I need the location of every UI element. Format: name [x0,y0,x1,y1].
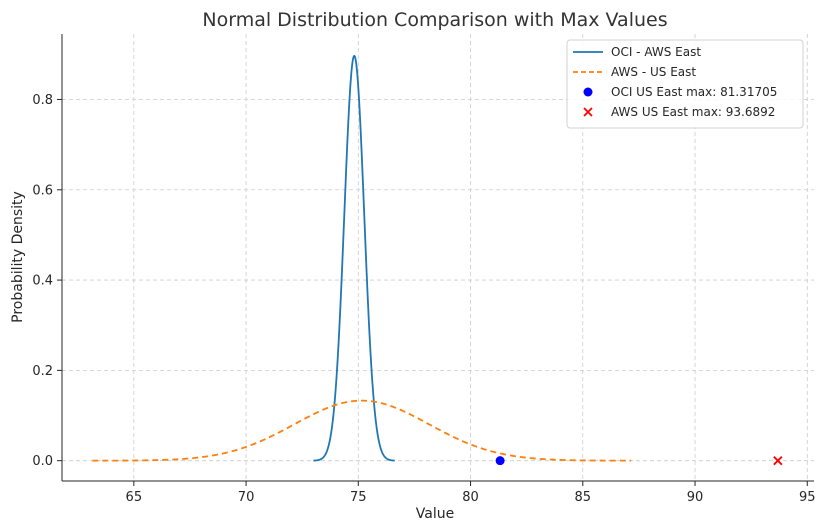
y-ticks: 0.0 0.2 0.4 0.6 0.8 [32,93,62,469]
x-tick-label: 70 [238,490,255,505]
x-tick-label: 95 [799,490,816,505]
series-line-0 [312,55,396,462]
max-marker-0 [495,456,505,466]
x-tick-label: 65 [126,490,143,505]
legend-label-aws-max: AWS US East max: 93.6892 [611,105,775,119]
legend-label-oci: OCI - AWS East [611,45,701,59]
y-tick-label: 0.4 [32,274,53,289]
chart-title: Normal Distribution Comparison with Max … [202,9,667,31]
legend-label-aws: AWS - US East [611,65,696,79]
y-tick-label: 0.0 [32,454,53,469]
series-line-1 [92,399,632,462]
legend-label-oci-max: OCI US East max: 81.31705 [611,85,777,99]
x-tick-label: 90 [687,490,704,505]
y-tick-label: 0.8 [32,93,53,108]
x-axis-title: Value [416,506,454,522]
legend-swatch-aws-max [583,107,593,117]
x-ticks: 65 70 75 80 85 90 95 [126,481,816,505]
legend-frame [566,39,804,129]
marker-layer [495,456,783,466]
y-tick-label: 0.6 [32,183,53,198]
legend: OCI - AWS East AWS - US East OCI US East… [566,39,804,129]
max-marker-1 [773,456,783,466]
legend-swatch-oci-max [583,87,593,97]
series-layer [92,55,632,462]
y-tick-label: 0.2 [32,364,53,379]
x-tick-label: 80 [462,490,479,505]
x-tick-label: 85 [575,490,592,505]
y-axis-title: Probability Density [10,191,26,323]
x-tick-label: 75 [350,490,367,505]
